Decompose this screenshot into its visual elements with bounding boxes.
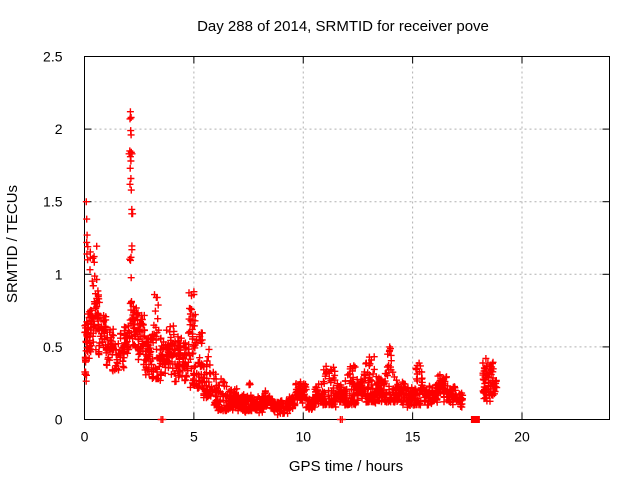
chart-title: Day 288 of 2014, SRMTID for receiver pov… [197,18,489,35]
x-tick-label: 15 [405,429,421,445]
y-tick-labels: 0 0.5 1 1.5 2 2.5 [43,49,63,428]
x-tick-labels: 0 5 10 15 20 [81,429,530,445]
x-tick-label: 10 [295,429,311,445]
square-marker [470,416,480,423]
y-tick-label: 2 [55,121,63,137]
y-tick-label: 0 [55,412,63,428]
y-tick-label: 0.5 [43,339,63,355]
y-axis-label: SRMTID / TECUs [4,185,21,303]
x-tick-label: 20 [514,429,530,445]
x-axis-label: GPS time / hours [289,458,403,475]
plot-border [84,56,610,420]
axis-ticks [84,56,610,420]
gridlines [84,56,610,420]
scatter-points [81,108,501,423]
y-tick-label: 1 [55,266,63,282]
x-tick-label: 5 [190,429,198,445]
x-tick-label: 0 [81,429,89,445]
y-tick-label: 2.5 [43,49,63,65]
y-tick-label: 1.5 [43,194,63,210]
filled-square-marker [470,416,480,423]
